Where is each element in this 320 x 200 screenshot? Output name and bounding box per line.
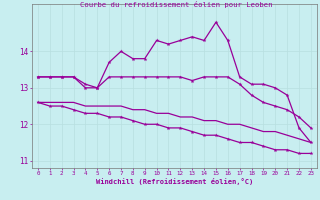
Text: Courbe du refroidissement éolien pour Leoben: Courbe du refroidissement éolien pour Le… xyxy=(80,1,272,8)
X-axis label: Windchill (Refroidissement éolien,°C): Windchill (Refroidissement éolien,°C) xyxy=(96,178,253,185)
